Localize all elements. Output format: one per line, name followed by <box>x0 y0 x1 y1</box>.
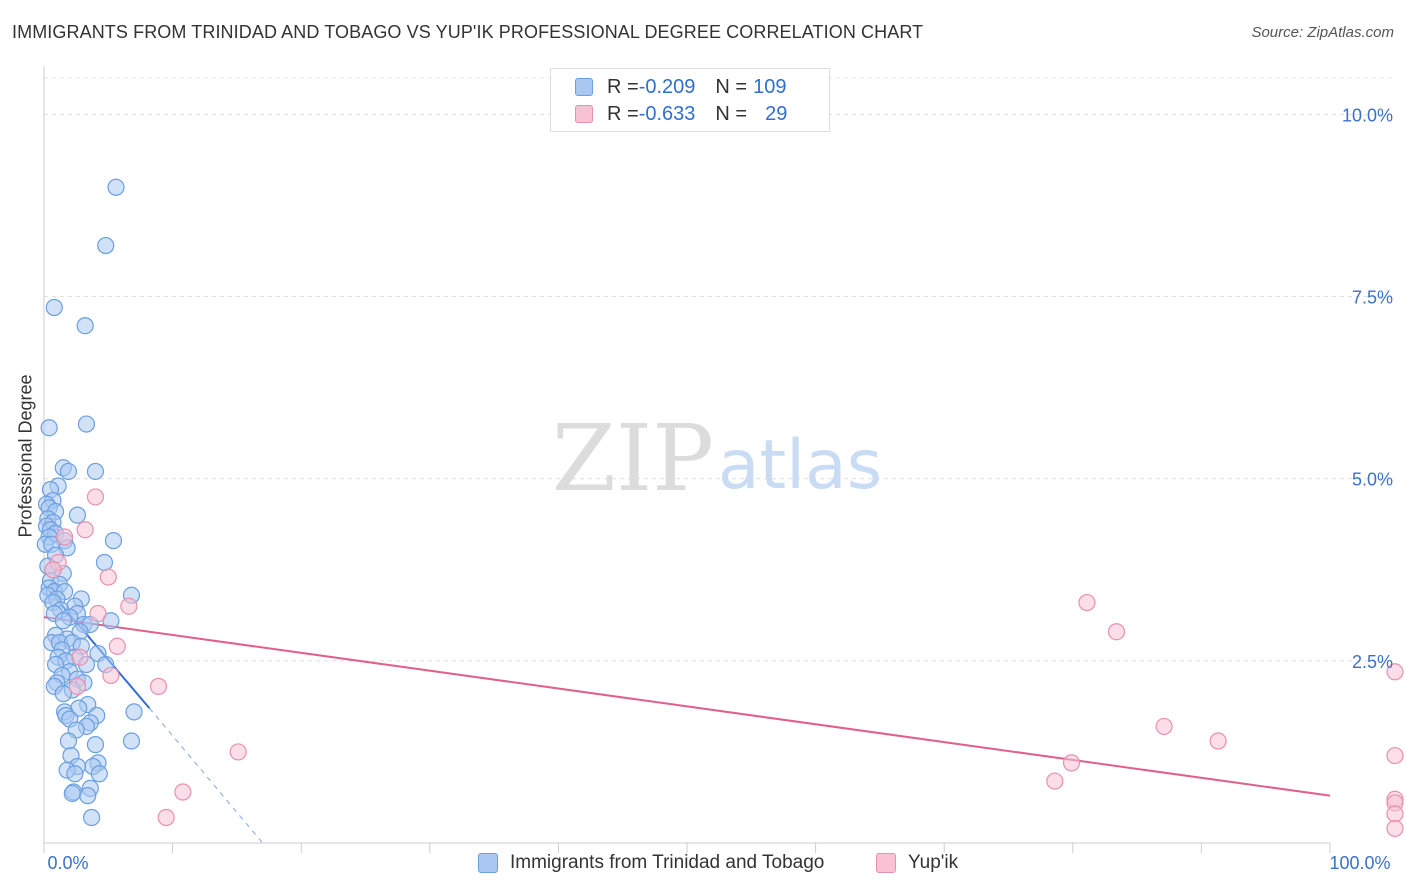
watermark-atlas: atlas <box>718 426 882 505</box>
r-label: R = <box>607 102 639 125</box>
tick-labels: 2.5% 5.0% 7.5% 10.0% 0.0% 100.0% <box>47 105 1393 873</box>
trinidad-point <box>54 612 72 630</box>
yupik-point <box>1386 819 1404 838</box>
yupik-point <box>157 808 175 827</box>
legend-swatch-trinidad <box>575 78 593 96</box>
trinidad-point <box>40 419 58 437</box>
yupik-point <box>120 597 138 615</box>
r-value: -0.633 <box>638 102 696 125</box>
trinidad-point <box>104 532 123 550</box>
trinidad-point <box>45 298 63 317</box>
y-tick-label: 2.5% <box>1352 652 1393 672</box>
yupik-point <box>89 604 107 623</box>
r-label: R = <box>607 75 639 98</box>
y-tick-label: 10.0% <box>1342 105 1393 125</box>
yupik-point <box>44 561 62 579</box>
y-tick-label: 5.0% <box>1352 470 1393 490</box>
yupik-trend-line <box>43 616 1331 797</box>
yupik-point <box>1386 746 1404 765</box>
yupik-point <box>76 521 94 539</box>
trinidad-point <box>107 178 125 196</box>
x-tick-label: 100.0% <box>1329 853 1390 873</box>
yupik-point <box>149 677 168 695</box>
yupik-point <box>1209 732 1227 750</box>
chart-title: IMMIGRANTS FROM TRINIDAD AND TOBAGO VS Y… <box>12 22 924 42</box>
trinidad-point <box>95 553 114 572</box>
legend-label-yupik: Yup'ik <box>908 852 959 873</box>
trinidad-point <box>86 736 105 754</box>
trinidad-point <box>59 732 78 750</box>
yupik-point <box>1046 772 1064 790</box>
trinidad-point <box>102 612 120 630</box>
yupik-point <box>108 637 126 655</box>
n-label: N = <box>715 75 748 98</box>
yupik-point <box>99 568 117 586</box>
trinidad-point <box>125 703 143 721</box>
yupik-point <box>1155 717 1173 736</box>
yupik-point <box>1386 805 1404 823</box>
yupik-point <box>102 666 120 685</box>
trinidad-point <box>122 732 141 750</box>
trinidad-point <box>77 415 96 433</box>
trinidad-point <box>68 506 87 524</box>
y-tick-label: 7.5% <box>1352 288 1393 308</box>
axes <box>43 66 1331 853</box>
y-axis-label: Professional Degree <box>15 374 36 538</box>
yupik-point <box>86 488 105 506</box>
correlation-legend: R = -0.209 N = 109 R = -0.633 N = 29 <box>550 68 830 132</box>
yupik-point <box>55 528 74 546</box>
data-points <box>36 178 1404 838</box>
yupik-point <box>68 677 87 695</box>
legend-row-trinidad: R = -0.209 N = 109 <box>575 74 786 100</box>
yupik-point <box>229 743 247 761</box>
trinidad-point <box>82 808 101 827</box>
r-value: -0.209 <box>638 75 696 98</box>
trinidad-point <box>66 765 84 783</box>
source-label: Source: ZipAtlas.com <box>1251 24 1394 41</box>
x-tick-label: 0.0% <box>47 853 88 873</box>
trend-lines <box>43 583 1331 844</box>
trinidad-point <box>54 685 72 703</box>
yupik-point <box>1386 663 1404 681</box>
watermark-zip: ZIP <box>552 405 714 512</box>
trinidad-point <box>63 784 81 803</box>
trinidad-point <box>90 765 108 783</box>
legend-swatch-trinidad <box>478 853 498 873</box>
n-value: 29 <box>765 102 788 125</box>
yupik-point <box>1062 754 1081 772</box>
trinidad-point <box>79 787 97 805</box>
yupik-point <box>1078 593 1096 612</box>
n-value: 109 <box>753 75 787 98</box>
legend-row-yupik: R = -0.633 N = 29 <box>575 101 787 127</box>
yupik-point <box>1107 623 1126 641</box>
legend-swatch-yupik <box>575 105 593 123</box>
trinidad-point <box>59 462 78 481</box>
trinidad-point <box>97 236 115 255</box>
legend-swatch-yupik <box>876 853 896 873</box>
legend-item-trinidad[interactable]: Immigrants from Trinidad and Tobago <box>478 852 824 874</box>
legend-item-yupik[interactable]: Yup'ik <box>876 852 958 874</box>
watermark: ZIP atlas <box>552 405 882 512</box>
trinidad-point <box>76 317 94 335</box>
legend-label-trinidad: Immigrants from Trinidad and Tobago <box>510 852 825 873</box>
yupik-point <box>71 648 89 666</box>
n-label: N = <box>715 102 748 125</box>
trinidad-point <box>86 462 105 481</box>
grid-lines <box>44 77 1392 662</box>
yupik-point <box>174 783 192 801</box>
